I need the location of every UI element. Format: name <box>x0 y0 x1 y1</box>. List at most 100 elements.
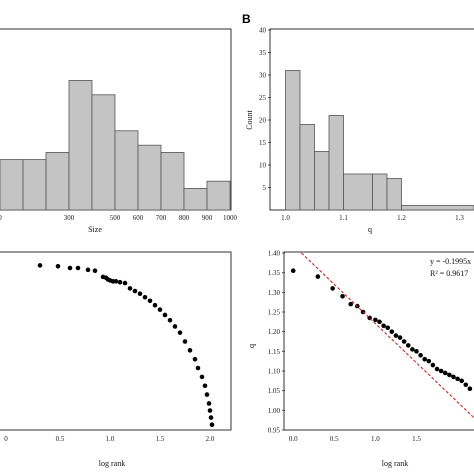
data-point <box>37 263 43 268</box>
xlabel-d: log rank <box>382 459 408 468</box>
data-point <box>113 279 119 284</box>
y-tick-label: 1.20 <box>268 328 281 336</box>
histogram-bar <box>206 180 231 211</box>
data-point <box>202 383 208 389</box>
histogram-bar <box>386 178 402 211</box>
y-tick-label: 1.25 <box>268 309 281 317</box>
data-point <box>204 392 210 397</box>
x-tick-label: 500 <box>110 214 121 222</box>
data-point <box>117 279 123 285</box>
data-point <box>389 329 395 334</box>
histogram-bar <box>91 94 116 211</box>
xlabel-c: log rank <box>99 459 125 468</box>
histogram-bar <box>183 187 208 211</box>
panel-size-histogram: 0 300 500 600 700 800 900 1000 Size <box>0 28 238 234</box>
data-point <box>206 401 212 406</box>
data-point <box>182 339 188 344</box>
y-tick-label: 35 <box>259 49 267 57</box>
x-tick-label: 1.2 <box>397 214 406 222</box>
x-tick-label: 600 <box>133 214 144 222</box>
histogram-bar <box>68 80 93 211</box>
data-point <box>373 317 378 323</box>
plot-frame-c <box>0 251 232 431</box>
data-point <box>157 307 163 312</box>
data-point <box>67 265 73 271</box>
data-point <box>290 268 296 274</box>
x-tick-label: 1.5 <box>156 435 165 443</box>
y-tick-label: 40 <box>259 27 267 35</box>
x-tick-label: 900 <box>202 214 213 222</box>
data-point <box>381 323 386 329</box>
histogram-bar <box>401 205 474 211</box>
x-tick-label: 1.5 <box>412 435 421 443</box>
histogram-bar <box>328 115 344 211</box>
x-tick-label: 1.0 <box>371 435 380 443</box>
data-point <box>172 324 178 329</box>
y-tick-label: 1.40 <box>268 250 281 258</box>
histogram-bar <box>299 124 315 211</box>
data-point <box>401 339 407 344</box>
y-tick-label: 1.10 <box>268 368 281 376</box>
data-point <box>459 378 464 384</box>
data-point <box>330 286 335 291</box>
data-point <box>438 368 444 374</box>
histogram-bar <box>114 130 139 211</box>
data-point <box>467 386 473 392</box>
data-point <box>209 422 215 427</box>
histogram-bar <box>137 144 162 211</box>
data-point <box>85 267 91 273</box>
data-point <box>451 374 456 380</box>
y-tick-label: 1.30 <box>268 289 281 297</box>
xlabel-a: Size <box>88 225 102 234</box>
y-tick-label: 1.35 <box>268 269 281 277</box>
x-tick-label: 300 <box>64 214 75 222</box>
histogram-bar <box>160 151 185 211</box>
data-point <box>442 370 448 376</box>
x-tick-label: 2.0 <box>206 435 215 443</box>
xlabel-b: q <box>368 225 372 234</box>
panel-q-rank-scatter: 0.95 1.00 1.05 1.10 1.15 1.20 1.25 1.30 1.35 1.40… <box>247 250 474 468</box>
data-point <box>422 356 427 362</box>
y-tick-label: 5 <box>263 184 267 192</box>
x-tick-label: 0 <box>4 435 8 443</box>
y-tick-label: 15 <box>259 139 267 147</box>
data-point <box>418 352 423 358</box>
y-tick-label: 20 <box>259 117 267 125</box>
data-point <box>207 408 213 413</box>
y-tick-label: 25 <box>259 94 267 102</box>
histogram-bar <box>285 70 301 211</box>
histogram-bar <box>0 159 24 211</box>
plot-frame-d <box>283 251 474 431</box>
ylabel-d: q <box>247 344 256 348</box>
x-tick-label: 1000 <box>223 214 238 222</box>
data-point <box>455 376 460 382</box>
data-point <box>199 374 205 380</box>
data-point <box>447 372 452 378</box>
data-point <box>142 294 148 300</box>
x-tick-label: 0.0 <box>289 435 298 443</box>
panel-label-b: B <box>242 12 251 26</box>
data-point <box>195 365 201 371</box>
data-point <box>405 343 411 348</box>
x-tick-label: 0.5 <box>330 435 339 443</box>
data-point <box>192 356 198 362</box>
data-point <box>147 298 153 304</box>
x-tick-label: 1.0 <box>281 214 290 222</box>
panel-q-histogram: B 5 10 15 20 25 30 35 40 1.0 1.1 1.2 1.3 Count q <box>242 12 474 234</box>
x-tick-label: 700 <box>156 214 167 222</box>
data-point <box>414 349 419 354</box>
data-point <box>152 302 158 308</box>
data-point <box>426 358 432 364</box>
data-point <box>187 348 193 353</box>
data-point <box>137 291 143 297</box>
data-point <box>410 347 415 352</box>
data-point <box>75 265 81 271</box>
data-point <box>162 312 168 318</box>
data-point <box>177 330 183 335</box>
x-tick-label: 1.3 <box>455 214 464 222</box>
data-point <box>348 301 354 307</box>
data-point <box>208 415 214 420</box>
fit-r-squared: R² = 0.9617 <box>430 269 468 278</box>
data-point <box>127 286 133 291</box>
